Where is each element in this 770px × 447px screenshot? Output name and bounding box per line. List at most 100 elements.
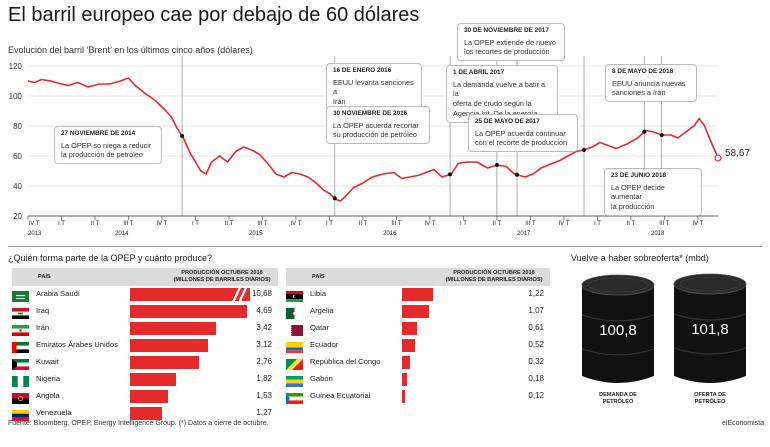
annotation-text: EEUU levanta sanciones a Irán	[333, 77, 414, 107]
table-header-left	[12, 268, 278, 286]
annotation-jun-2018: 23 DE JUNIO 2018 La OPEP decide aumentar…	[604, 168, 702, 217]
opec-row-sa: Arabia Saudí 10,68	[12, 286, 278, 303]
annotation-date: 27 NOVIEMBRE DE 2014	[61, 130, 136, 137]
opec-row-ir: Irán 3,42	[12, 320, 278, 337]
flag-iq-icon	[12, 306, 29, 319]
y-tick-label: 20	[13, 212, 22, 221]
col-country-header: PAÍS	[312, 274, 325, 280]
production-bar	[130, 339, 208, 352]
annotation-text: La OPEP so niega a reducir la producción…	[61, 140, 152, 160]
opec-rows-left: Arabia Saudí 10,68 Iraq 4,69 Irán 3,42 Emirato…	[12, 286, 278, 421]
x-tick-label: IV T	[291, 221, 302, 227]
barrel-rim	[587, 277, 649, 293]
col-country-header: PAÍS	[38, 274, 51, 280]
opec-row-ve: Venezuela 1,27	[12, 405, 278, 422]
production-bar	[130, 356, 199, 369]
production-value: 1,53	[256, 391, 272, 400]
opec-row-ec: Ecuador 0,52	[286, 337, 550, 354]
country-name: Kuwait	[36, 357, 59, 366]
production-bar	[402, 305, 429, 318]
production-value: 10,68	[251, 289, 272, 298]
col-production-header: PRODUCCIÓN OCTUBRE 2018 (MILLONES DE BAR…	[445, 270, 543, 283]
barrel-category-label: DEMANDA DE	[599, 392, 637, 398]
opec-row-cg: República del Congo 0,32	[286, 354, 550, 371]
country-name: Qatar	[310, 323, 329, 332]
x-tick-label: I T	[460, 221, 467, 227]
flag-ga-icon	[286, 374, 303, 387]
chart-subtitle: Evolución del barril ‘Brent’ en los últi…	[8, 45, 253, 55]
x-tick-label: IV T	[29, 221, 40, 227]
barrel-lid	[673, 273, 747, 295]
opec-row-ae: Emiratos Árabes Unidos 3,12	[12, 337, 278, 354]
production-value: 1,22	[528, 289, 544, 298]
country-name: Argelia	[310, 306, 334, 315]
flag-ve-icon	[12, 408, 29, 421]
opec-row-ao: Angola 1,53	[12, 388, 278, 405]
x-year-label: 2014	[115, 231, 129, 237]
country-name: Venezuela	[36, 408, 72, 417]
country-name: República del Congo	[310, 357, 381, 366]
x-tick-label: II T	[493, 221, 502, 227]
x-tick-label: I T	[58, 221, 65, 227]
flag-qa-icon	[286, 323, 303, 336]
event-marker-dot	[494, 163, 499, 167]
x-tick-label: III T	[257, 221, 268, 227]
country-name: Emiratos Árabes Unidos	[36, 340, 118, 349]
barrel-value-label: 100,8	[599, 322, 637, 339]
production-bar	[130, 373, 176, 386]
production-value: 2,76	[256, 357, 272, 366]
x-tick-label: II T	[91, 221, 100, 227]
x-year-label: 2018	[651, 231, 665, 237]
annotation-text: La OPEP extiende de nuevo los recortes d…	[464, 37, 556, 57]
annotation-date: 16 DE ENERO 2016	[333, 67, 392, 74]
annotation-date: 23 DE JUNIO 2018	[611, 172, 667, 179]
x-tick-label: III T	[525, 221, 536, 227]
barrel-value-label: 101,8	[691, 321, 729, 338]
flag-ae-icon	[12, 340, 29, 353]
opec-row-gq: Guinea Ecuatorial 0,12	[286, 388, 550, 405]
production-bar	[130, 322, 216, 335]
series-line-brent	[27, 77, 719, 202]
country-name: Guinea Ecuatorial	[310, 391, 371, 400]
annotation-may-2018: 8 DE MAYO DE 2018 EEUU anuncia nuevas sa…	[605, 64, 697, 103]
event-marker-dot	[448, 172, 453, 177]
x-tick-label: I T	[594, 221, 601, 227]
barrel-body	[674, 284, 746, 383]
production-value: 0,52	[528, 340, 544, 349]
production-value: 1,82	[256, 374, 272, 383]
event-marker-dot	[180, 133, 185, 138]
flag-ec-icon	[286, 340, 303, 353]
country-name: Angola	[36, 391, 60, 400]
x-tick-label: II T	[359, 221, 368, 227]
barrel-rim	[679, 276, 741, 292]
production-bar	[402, 288, 433, 301]
page-title: El barril europeo cae por debajo de 60 d…	[8, 4, 420, 26]
x-tick-label: III T	[123, 221, 134, 227]
production-bar	[130, 407, 162, 420]
barrels-section-title: Vuelve a haber sobreoferta* (mbd)	[571, 253, 709, 263]
country-name: Libia	[310, 289, 327, 298]
y-tick-label: 120	[9, 62, 23, 71]
y-tick-label: 40	[13, 182, 22, 191]
production-bar	[130, 305, 248, 318]
barrel-supply: 101,8	[673, 273, 747, 383]
country-name: Nigeria	[36, 374, 61, 383]
flag-ly-icon	[286, 289, 303, 302]
flag-ao-icon	[12, 391, 29, 404]
barrel-category-label: PETRÓLEO	[695, 397, 726, 405]
opec-table-left: PAÍS PRODUCCIÓN OCTUBRE 2018 (MILLONES D…	[12, 268, 278, 421]
brand-logo-text: elEconomista	[722, 420, 765, 427]
footer-source: Fuente: Bloomberg, OPEP, Energy Intellig…	[8, 420, 269, 427]
annotation-date: 30 DE NOVIEMBRE DE 2017	[464, 27, 549, 34]
x-year-label: 2016	[383, 231, 397, 237]
col-production-header: PRODUCCIÓN OCTUBRE 2018 (MILLONES DE BAR…	[173, 270, 271, 283]
opec-section-title: ¿Quién forma parte de la OPEP y cuánto p…	[8, 253, 212, 263]
country-name: Irán	[36, 323, 50, 332]
production-bar	[130, 390, 169, 403]
flag-dz-icon	[286, 306, 303, 319]
annotation-text: EEUU anuncia nuevas sanciones a Irán	[612, 78, 686, 98]
opec-row-ly: Libia 1,22	[286, 286, 550, 303]
annotation-may-2017: 25 DE MAYO DE 2017 La OPEP acuerda conti…	[468, 114, 578, 153]
country-name: Gabón	[310, 374, 333, 383]
